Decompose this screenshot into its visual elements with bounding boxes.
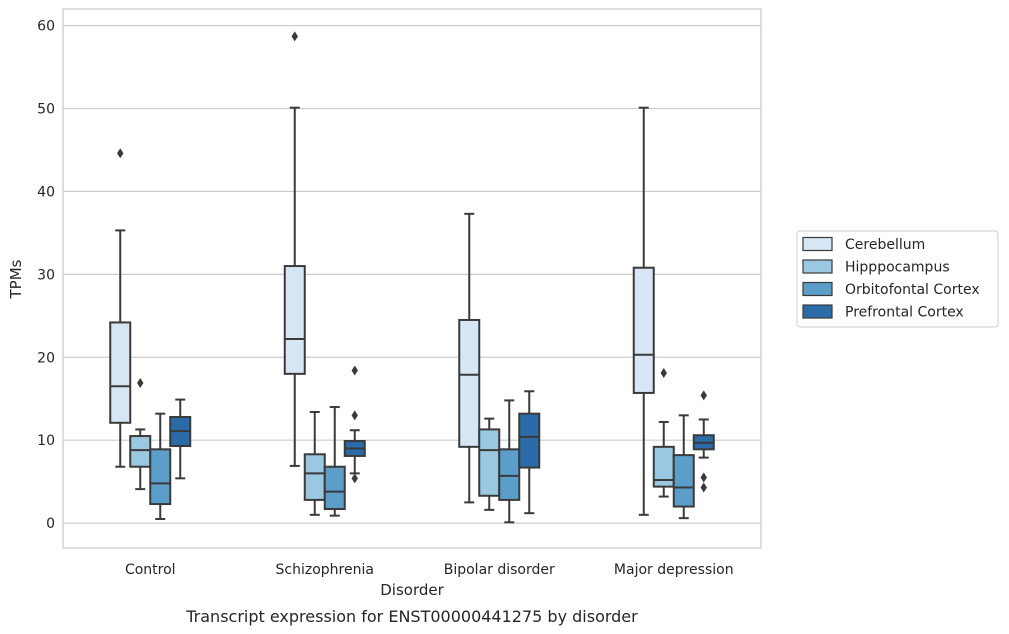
- x-tick-label: Control: [125, 562, 176, 578]
- boxes-layer: [109, 31, 715, 524]
- outlier-point: [351, 410, 358, 421]
- y-tick-label: 30: [37, 267, 55, 283]
- box-iqr: [632, 266, 655, 394]
- box-iqr: [283, 265, 306, 375]
- box-hipppocampus: [129, 377, 152, 491]
- box-prefrontal-cortex: [692, 390, 715, 493]
- y-tick-label: 10: [37, 433, 55, 449]
- y-tick-label: 0: [46, 516, 55, 532]
- legend-swatch: [802, 236, 833, 252]
- legend: Cerebellum Hipppocampus Orbitofontal Corte…: [796, 230, 999, 328]
- chart-caption: Transcript expression for ENST0000044127…: [185, 607, 638, 626]
- x-tick-label: Schizophrenia: [276, 562, 374, 578]
- plot-frame: [62, 8, 762, 549]
- box-prefrontal-cortex: [169, 398, 192, 480]
- box-prefrontal-cortex: [343, 365, 366, 484]
- box-iqr: [303, 453, 326, 501]
- outlier-point: [291, 31, 298, 42]
- outlier-point: [660, 368, 667, 379]
- x-tick-label: Major depression: [614, 562, 734, 578]
- outlier-point: [700, 482, 707, 493]
- box-iqr: [149, 448, 172, 506]
- box-iqr: [518, 412, 541, 469]
- box-orbitofontal-cortex: [323, 406, 346, 517]
- box-iqr: [323, 465, 346, 511]
- box-orbitofontal-cortex: [672, 414, 695, 520]
- legend-label: Cerebellum: [845, 237, 925, 253]
- outlier-point: [351, 473, 358, 484]
- y-tick-label: 50: [37, 102, 55, 118]
- box-hipppocampus: [652, 368, 675, 498]
- x-axis-label: Disorder: [380, 581, 444, 599]
- y-tick-label: 20: [37, 350, 55, 366]
- outlier-point: [351, 365, 358, 376]
- box-cerebellum: [283, 31, 306, 467]
- outlier-point: [117, 148, 124, 159]
- box-orbitofontal-cortex: [498, 399, 521, 524]
- box-iqr: [498, 448, 521, 501]
- outlier-point: [700, 472, 707, 483]
- box-hipppocampus: [478, 417, 501, 511]
- legend-swatch: [802, 304, 833, 319]
- outlier-point: [137, 377, 144, 388]
- y-tick-labels: 0 10 20 30 40 50 60: [37, 19, 55, 533]
- box-iqr: [478, 428, 501, 497]
- legend-label: Prefrontal Cortex: [845, 305, 964, 321]
- outlier-point: [700, 390, 707, 401]
- legend-swatch: [802, 259, 833, 274]
- box-prefrontal-cortex: [518, 390, 541, 515]
- legend-frame: [796, 230, 999, 328]
- box-iqr: [672, 454, 695, 508]
- box-orbitofontal-cortex: [149, 412, 172, 520]
- legend-label: Hipppocampus: [845, 260, 950, 276]
- x-tick-labels: Control Schizophrenia Bipolar disorder Majo…: [125, 562, 734, 578]
- legend-swatch: [802, 281, 833, 297]
- box-iqr: [109, 321, 132, 424]
- box-cerebellum: [458, 212, 481, 504]
- box-cerebellum: [632, 106, 655, 516]
- x-tick-label: Bipolar disorder: [444, 562, 555, 578]
- box-iqr: [458, 318, 481, 448]
- y-tick-label: 60: [37, 19, 55, 35]
- box-iqr: [129, 435, 152, 468]
- y-axis-label: TPMs: [7, 259, 25, 299]
- y-tick-label: 40: [37, 184, 55, 200]
- legend-label: Orbitofontal Cortex: [845, 282, 980, 298]
- box-cerebellum: [109, 148, 132, 468]
